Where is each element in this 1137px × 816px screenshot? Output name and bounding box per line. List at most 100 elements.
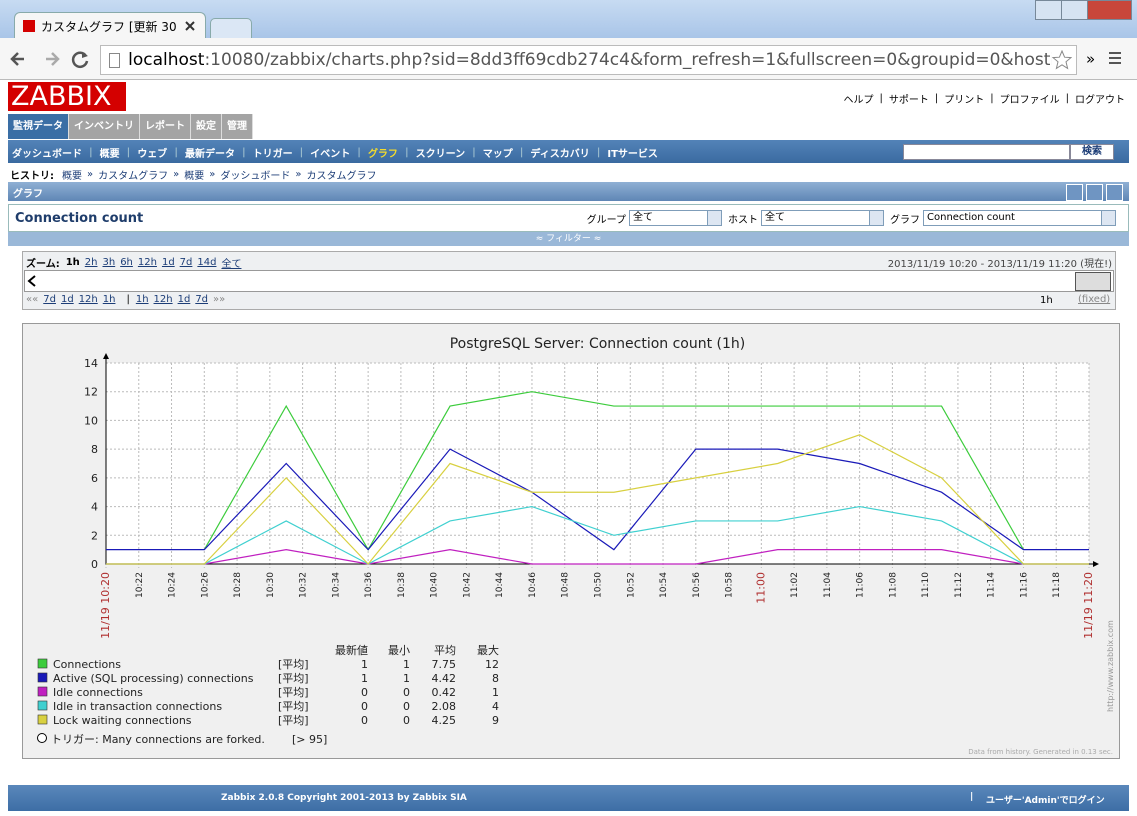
- zoom-option[interactable]: 全て: [221, 259, 242, 270]
- bookmark-star[interactable]: [1052, 50, 1072, 70]
- separator: |: [357, 147, 361, 158]
- history-link[interactable]: カスタムグラフ: [306, 171, 377, 182]
- nav-forward[interactable]: 12h: [153, 294, 173, 305]
- main-menu-tab[interactable]: 管理: [222, 114, 253, 139]
- zoom-option[interactable]: 2h: [84, 257, 98, 268]
- history-link[interactable]: カスタムグラフ: [98, 171, 169, 182]
- x-tick-label: 10:44: [495, 572, 505, 598]
- legend-last: 0: [361, 686, 368, 699]
- x-tick-label: 10:40: [430, 572, 440, 598]
- legend-header: 最新値: [335, 643, 368, 657]
- tab-close[interactable]: [184, 21, 195, 31]
- toolbar: localhost:10080/zabbix/charts.php?sid=8d…: [0, 38, 1137, 80]
- zoom-option[interactable]: 6h: [120, 257, 133, 268]
- filter-select[interactable]: 全て: [629, 210, 722, 226]
- address-bar[interactable]: localhost:10080/zabbix/charts.php?sid=8d…: [100, 45, 1077, 75]
- main-menu-tab[interactable]: レポート: [140, 114, 191, 139]
- nav-back[interactable]: 12h: [78, 294, 98, 305]
- new-tab[interactable]: [210, 18, 252, 40]
- x-tick-label: 10:36: [364, 572, 374, 598]
- scroll-handle[interactable]: [1075, 272, 1111, 291]
- refresh-icon[interactable]: [1086, 184, 1103, 201]
- fullscreen-icon[interactable]: [1106, 184, 1123, 201]
- x-tick-label: 11:08: [888, 572, 898, 598]
- favicon: [23, 20, 35, 32]
- legend-avg: 2.08: [432, 700, 457, 713]
- sub-menu-item[interactable]: スクリーン: [415, 149, 466, 160]
- header-link[interactable]: ログアウト: [1075, 95, 1125, 106]
- sub-menu-item[interactable]: イベント: [310, 149, 351, 160]
- legend-avg: 0.42: [432, 686, 457, 699]
- filter-select[interactable]: Connection count: [923, 210, 1116, 226]
- menu-button[interactable]: [1108, 51, 1122, 65]
- overflow-button[interactable]: »: [1086, 50, 1096, 68]
- sub-menu-item[interactable]: 概要: [99, 149, 120, 160]
- header-link[interactable]: ヘルプ: [843, 95, 874, 106]
- add-icon[interactable]: [1066, 184, 1083, 201]
- sub-menu-item[interactable]: ITサービス: [607, 149, 658, 160]
- nav-buttons[interactable]: [10, 48, 90, 70]
- logo[interactable]: ZABBIX: [8, 82, 126, 111]
- zoom-option[interactable]: 14d: [197, 257, 217, 268]
- zoom-option[interactable]: 7d: [179, 257, 193, 268]
- maximize-button[interactable]: [1061, 0, 1089, 20]
- history-link[interactable]: ダッシュボード: [220, 171, 291, 182]
- nav-forward[interactable]: 1d: [177, 294, 191, 305]
- x-tick-label: 11:12: [954, 572, 964, 598]
- x-tick-label: 10:58: [725, 572, 735, 598]
- filter-select[interactable]: 全て: [761, 210, 884, 226]
- x-tick-label: 11:00: [754, 572, 767, 604]
- separator: »: [209, 169, 216, 180]
- series-line: [106, 448, 1089, 551]
- x-tick-label: 11:18: [1052, 572, 1062, 598]
- separator: |: [299, 147, 304, 158]
- history-link[interactable]: 概要: [62, 171, 82, 182]
- separator: |: [174, 147, 178, 158]
- nav-back[interactable]: 1d: [60, 294, 74, 305]
- main-menu-tab[interactable]: インベントリ: [69, 114, 140, 139]
- nav-back[interactable]: 1h: [102, 294, 116, 305]
- sub-menu-item[interactable]: ディスカバリ: [530, 149, 590, 160]
- sub-menu-item[interactable]: ダッシュボード: [12, 149, 82, 160]
- header-link[interactable]: プロファイル: [999, 95, 1060, 106]
- sub-menu-item[interactable]: 最新データ: [184, 149, 235, 160]
- scroll-left[interactable]: [27, 275, 37, 287]
- filter-label: ホスト: [728, 214, 758, 226]
- main-menu-tab[interactable]: 監視データ: [8, 114, 69, 139]
- sub-menu-item[interactable]: トリガー: [252, 149, 293, 160]
- sub-menu-item[interactable]: マップ: [482, 149, 513, 160]
- close-button[interactable]: [1087, 0, 1132, 20]
- scrollbar[interactable]: [24, 270, 1114, 292]
- fixed-toggle[interactable]: (fixed): [1078, 294, 1111, 305]
- series-line: [203, 391, 1024, 551]
- x-tick-label: 10:48: [561, 572, 571, 598]
- x-tick-label: 10:34: [331, 572, 341, 598]
- zoom-option[interactable]: 1h: [65, 257, 80, 268]
- main-menu-tab[interactable]: 設定: [191, 114, 222, 139]
- nav-marker: ««: [26, 294, 39, 305]
- history-link[interactable]: 概要: [184, 171, 205, 182]
- legend-name: Lock waiting connections: [53, 714, 192, 727]
- zoom-option[interactable]: 3h: [102, 257, 116, 268]
- legend-last: 0: [361, 700, 368, 713]
- nav-back[interactable]: 7d: [43, 294, 56, 305]
- filter-toggle[interactable]: ≈ フィルター ≈: [8, 232, 1129, 246]
- header-link[interactable]: サポート: [888, 95, 929, 106]
- tab[interactable]: カスタムグラフ [更新 30: [14, 12, 206, 39]
- x-tick-label: 10:24: [168, 572, 178, 598]
- minimize-button[interactable]: [1035, 0, 1063, 20]
- nav-forward[interactable]: 7d: [195, 294, 209, 305]
- sub-menu-item[interactable]: グラフ: [367, 149, 398, 160]
- zoom-option[interactable]: 1d: [161, 257, 175, 268]
- nav-forward[interactable]: 1h: [135, 294, 149, 305]
- search-input[interactable]: [903, 144, 1070, 160]
- sub-menu-item[interactable]: ウェブ: [137, 149, 168, 160]
- url-rest: :10080/zabbix/charts.php?sid=8dd3ff69cdb…: [204, 50, 1052, 70]
- legend-min: 1: [403, 658, 410, 671]
- title-box: Connection count グループ 全て ホスト 全て グラフ Connectio…: [8, 204, 1129, 232]
- legend-min: 0: [403, 714, 410, 727]
- separator: |: [404, 147, 409, 158]
- header-link[interactable]: プリント: [944, 95, 985, 106]
- search-button[interactable]: 検索: [1070, 144, 1114, 160]
- zoom-option[interactable]: 12h: [137, 257, 157, 268]
